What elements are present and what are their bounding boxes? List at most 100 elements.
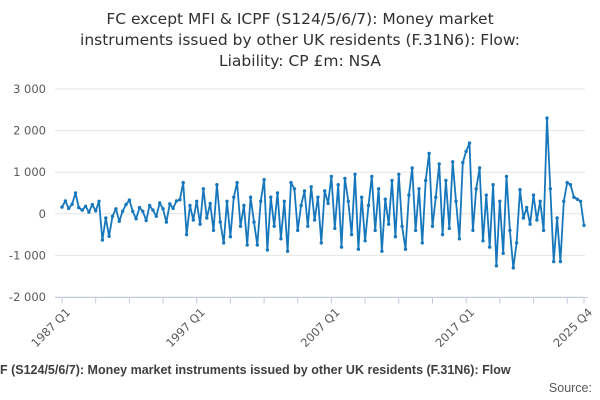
data-point-marker <box>383 197 387 201</box>
data-point-marker <box>83 204 88 208</box>
data-point-marker <box>90 202 95 207</box>
data-point-marker <box>319 241 323 245</box>
data-point-marker <box>531 193 536 197</box>
chart-title: FC except MFI & ICPF (S124/5/6/7): Money… <box>20 9 580 72</box>
data-point-marker <box>174 199 179 203</box>
data-point-marker <box>94 209 98 213</box>
data-point-marker <box>457 237 462 241</box>
data-point-marker <box>454 199 458 203</box>
data-point-marker <box>134 217 138 221</box>
data-point-marker <box>225 199 229 203</box>
data-point-marker <box>356 247 361 251</box>
data-point-marker <box>481 239 485 243</box>
data-point-marker <box>73 191 78 195</box>
data-point-marker <box>484 193 488 197</box>
data-point-marker <box>144 218 148 223</box>
data-point-marker <box>407 193 411 197</box>
data-point-marker <box>218 220 222 224</box>
data-point-marker <box>184 232 189 237</box>
data-point-marker <box>114 207 118 211</box>
data-point-marker <box>228 235 233 239</box>
data-point-marker <box>440 232 445 237</box>
data-point-marker <box>120 209 125 213</box>
data-point-marker <box>397 172 401 176</box>
data-point-marker <box>309 185 313 189</box>
data-point-marker <box>232 195 236 199</box>
data-point-marker <box>238 224 243 228</box>
data-point-marker <box>565 180 569 185</box>
data-point-marker <box>572 195 576 199</box>
data-point-marker <box>100 238 105 242</box>
data-point-marker <box>242 203 246 208</box>
data-point-marker <box>568 183 573 187</box>
data-point-marker <box>306 224 310 228</box>
data-point-marker <box>578 199 583 203</box>
data-point-marker <box>552 259 556 264</box>
data-point-marker <box>282 199 286 203</box>
data-point-marker <box>501 251 505 255</box>
data-point-marker <box>555 216 559 220</box>
data-point-marker <box>400 224 404 228</box>
y-axis-tick-label: -1 000 <box>9 248 46 262</box>
data-point-marker <box>461 160 465 165</box>
data-point-marker <box>262 178 266 182</box>
data-point-marker <box>545 116 549 120</box>
data-point-marker <box>161 207 165 211</box>
data-point-marker <box>131 209 135 213</box>
data-point-marker <box>168 202 172 206</box>
data-point-marker <box>464 149 468 154</box>
data-point-marker <box>151 208 155 212</box>
data-point-marker <box>269 195 273 199</box>
data-point-marker <box>504 174 509 179</box>
data-point-marker <box>424 178 428 183</box>
chart-title-line-3: Liability: CP £m: NSA <box>218 52 381 70</box>
data-point-marker <box>97 199 101 203</box>
data-point-marker <box>508 228 512 233</box>
data-point-marker <box>147 203 152 208</box>
data-point-marker <box>316 195 320 199</box>
data-point-marker <box>211 228 216 233</box>
data-point-marker <box>548 187 552 191</box>
data-point-marker <box>208 201 212 206</box>
data-point-marker <box>521 216 526 220</box>
data-point-marker <box>104 216 108 220</box>
data-point-marker <box>390 178 394 183</box>
data-point-marker <box>127 198 132 202</box>
data-point-marker <box>538 199 542 203</box>
data-point-marker <box>178 198 182 202</box>
y-axis-tick-label: 3 000 <box>13 82 46 96</box>
data-point-marker <box>370 174 374 179</box>
data-point-marker <box>67 206 71 211</box>
data-point-marker <box>272 224 276 228</box>
source-label: Source: <box>548 381 592 395</box>
y-axis-tick-label: 2 000 <box>13 124 46 138</box>
data-point-marker <box>117 219 122 223</box>
data-point-marker <box>77 205 81 210</box>
x-axis-tick-label: 1987 Q1 <box>28 305 73 350</box>
data-point-marker <box>158 201 162 205</box>
y-axis-tick-label: 0 <box>39 207 46 221</box>
data-point-marker <box>285 249 290 253</box>
data-point-marker <box>366 203 371 208</box>
data-point-marker <box>387 222 391 226</box>
data-point-marker <box>535 218 539 222</box>
x-axis-tick-label: 2007 Q1 <box>298 305 343 350</box>
data-point-marker <box>329 174 334 179</box>
data-point-marker <box>87 210 91 214</box>
data-point-marker <box>252 220 256 224</box>
footer-series-label: F (S124/5/6/7): Money market instruments… <box>0 363 511 377</box>
data-point-marker <box>467 141 472 145</box>
data-point-marker <box>346 199 350 203</box>
data-point-marker <box>514 241 519 245</box>
data-point-marker <box>471 228 475 233</box>
data-point-marker <box>188 203 192 208</box>
data-point-marker <box>259 199 263 203</box>
x-axis-tick-label: 1997 Q1 <box>163 305 208 350</box>
data-point-marker <box>488 245 492 249</box>
data-point-marker <box>198 222 202 226</box>
data-point-marker <box>451 160 455 164</box>
x-axis-tick-label: 2017 Q1 <box>432 305 477 350</box>
y-axis-tick-label: -2 000 <box>9 290 46 304</box>
data-point-marker <box>191 218 195 222</box>
data-point-marker <box>124 202 128 207</box>
